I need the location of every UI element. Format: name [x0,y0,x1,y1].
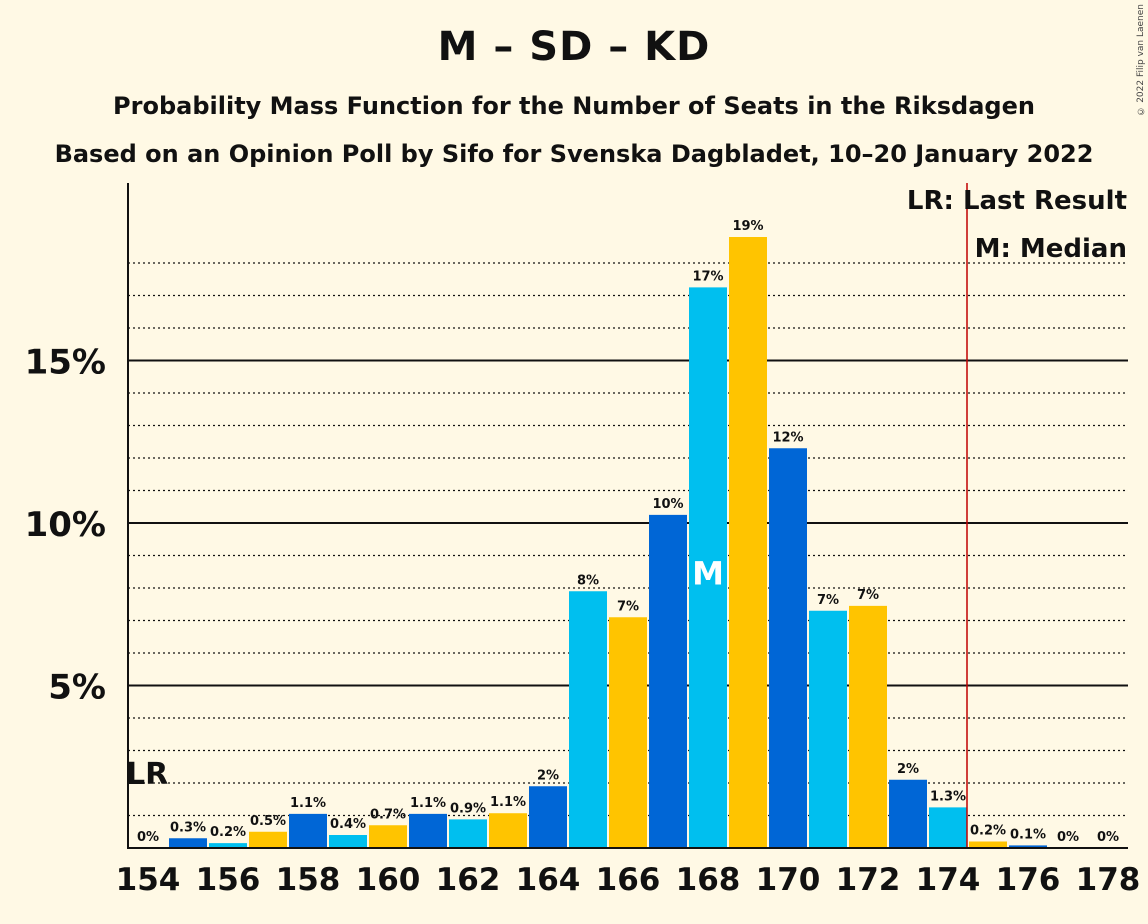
bar-seat-164 [529,786,567,848]
chart-subtitle-poll: Based on an Opinion Poll by Sifo for Sve… [54,140,1094,168]
x-tick-label: 176 [996,862,1061,898]
data-label: 12% [772,430,803,445]
data-label: 2% [537,768,559,783]
bar-seat-174 [929,807,967,848]
data-label: 0.2% [970,824,1006,839]
last-result-marker: LR [126,757,168,792]
bar-seat-156 [209,843,247,848]
y-tick-label: 5% [48,668,106,708]
chart-subtitle: Probability Mass Function for the Number… [113,92,1035,120]
data-label: 10% [652,497,683,512]
bar-seat-175 [969,841,1007,848]
bar-seat-172 [849,605,887,848]
bar-seat-166 [609,617,647,848]
x-tick-label: 160 [356,862,421,898]
bar-seat-161 [409,813,447,848]
bar-seat-171 [809,610,847,848]
x-tick-label: 174 [916,862,981,898]
x-tick-label: 162 [436,862,501,898]
bar-seat-158 [289,813,327,848]
data-label: 0% [1097,830,1119,845]
data-label: 7% [617,599,639,614]
legend-median: M: Median [975,234,1127,264]
chart-title: M – SD – KD [437,24,711,70]
bar-seat-155 [169,838,207,848]
bar-seat-163 [489,813,527,848]
y-tick-label: 15% [25,343,106,383]
bar-seat-173 [889,779,927,848]
x-tick-label: 172 [836,862,901,898]
bar-seat-160 [369,825,407,848]
x-tick-label: 166 [596,862,661,898]
x-tick-label: 170 [756,862,821,898]
y-tick-label: 10% [25,505,106,545]
data-label: 0.3% [170,820,206,835]
x-tick-label: 168 [676,862,741,898]
data-label: 7% [857,588,879,603]
legend-last-result: LR: Last Result [907,186,1127,216]
data-label: 0.9% [450,801,486,816]
data-label: 0% [1057,830,1079,845]
median-marker: M [692,554,724,592]
bar-seat-167 [649,514,687,848]
data-label: 0.4% [330,817,366,832]
data-label: 0.1% [1010,827,1046,842]
data-label: 1.3% [930,789,966,804]
bar-seat-157 [249,831,287,848]
x-tick-label: 164 [516,862,581,898]
bar-seat-159 [329,835,367,848]
data-label: 1.1% [290,796,326,811]
bar-seat-176 [1009,845,1047,848]
data-label: 8% [577,573,599,588]
data-label: 0.2% [210,825,246,840]
x-tick-label: 154 [116,862,181,898]
x-tick-label: 156 [196,862,261,898]
data-label: 2% [897,762,919,777]
data-label: 0% [137,830,159,845]
data-label: 7% [817,593,839,608]
data-label: 17% [692,269,723,284]
data-label: 0.7% [370,807,406,822]
data-label: 1.1% [410,796,446,811]
bar-seat-169 [729,237,767,848]
bar-seat-165 [569,591,607,848]
data-label: 19% [732,219,763,234]
x-tick-label: 158 [276,862,341,898]
x-tick-label: 178 [1076,862,1141,898]
data-label: 1.1% [490,795,526,810]
bar-seat-170 [769,448,807,848]
bar-seat-168 [689,287,727,848]
bar-seat-162 [449,819,487,848]
data-label: 0.5% [250,814,286,829]
